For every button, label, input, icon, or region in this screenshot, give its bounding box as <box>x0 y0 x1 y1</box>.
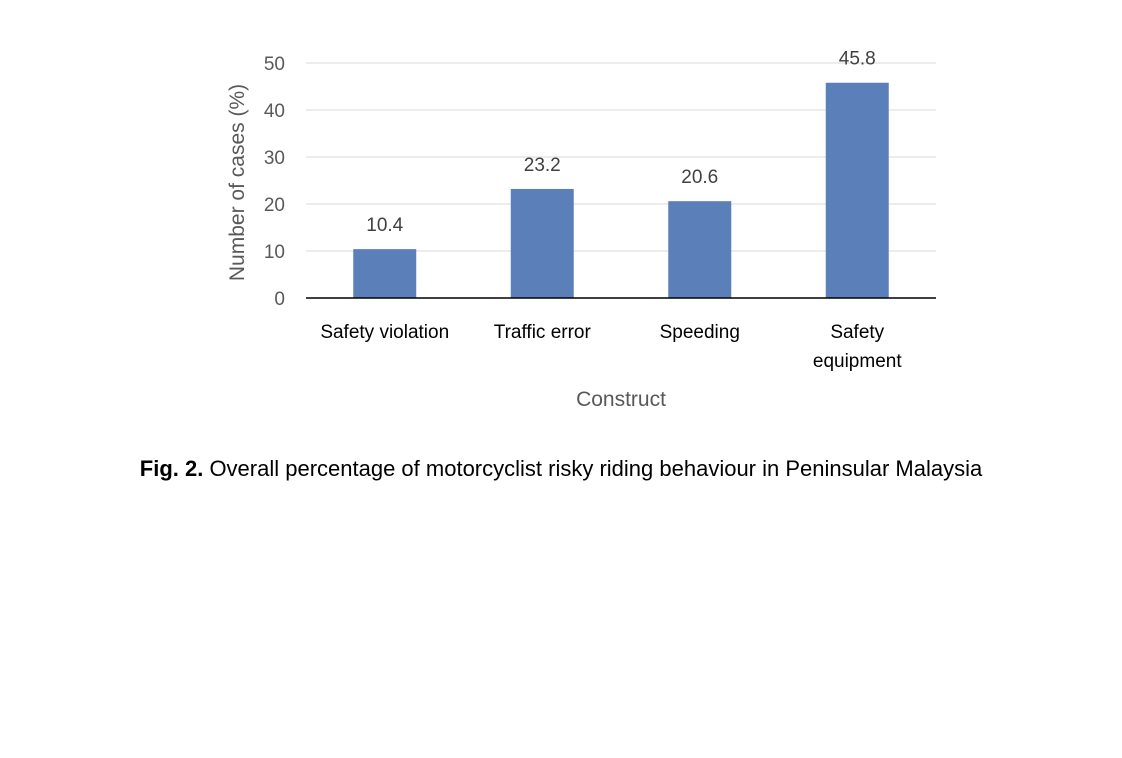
x-category-label: Safety violation <box>320 322 449 343</box>
figure-caption-label: Fig. 2. <box>139 456 204 481</box>
x-category-label: Traffic error <box>494 322 592 343</box>
data-labels: 10.4 23.2 20.6 45.8 <box>366 49 875 236</box>
y-tick-label: 40 <box>264 101 285 122</box>
data-label: 45.8 <box>839 49 876 70</box>
y-tick-label: 50 <box>264 54 285 75</box>
data-label: 20.6 <box>681 167 718 188</box>
y-tick-label: 30 <box>264 148 285 169</box>
figure-caption-text: Overall percentage of motorcyclist risky… <box>203 456 983 481</box>
x-axis-categories: Safety violation Traffic error Speeding Saf… <box>320 322 902 372</box>
data-label: 23.2 <box>524 155 561 176</box>
bar-chart: 0 10 20 30 40 50 10.4 23.2 20.6 45.8 Safety viol… <box>226 49 936 411</box>
bar <box>668 201 732 298</box>
figure-caption: Fig. 2. Overall percentage of motorcycli… <box>0 456 1122 482</box>
x-category-label: Speeding <box>660 322 740 343</box>
data-label: 10.4 <box>366 215 403 236</box>
y-tick-label: 10 <box>264 242 285 263</box>
y-tick-label: 20 <box>264 195 285 216</box>
bars <box>353 82 889 299</box>
x-axis-title: Construct <box>576 388 666 411</box>
y-axis-ticks: 0 10 20 30 40 50 <box>264 54 285 310</box>
bar <box>353 249 417 298</box>
y-axis-title: Number of cases (%) <box>226 84 249 281</box>
x-category-label: equipment <box>813 351 902 372</box>
x-category-label: Safety <box>830 322 884 343</box>
bar <box>510 188 574 298</box>
bar <box>825 82 889 299</box>
y-tick-label: 0 <box>274 289 285 310</box>
